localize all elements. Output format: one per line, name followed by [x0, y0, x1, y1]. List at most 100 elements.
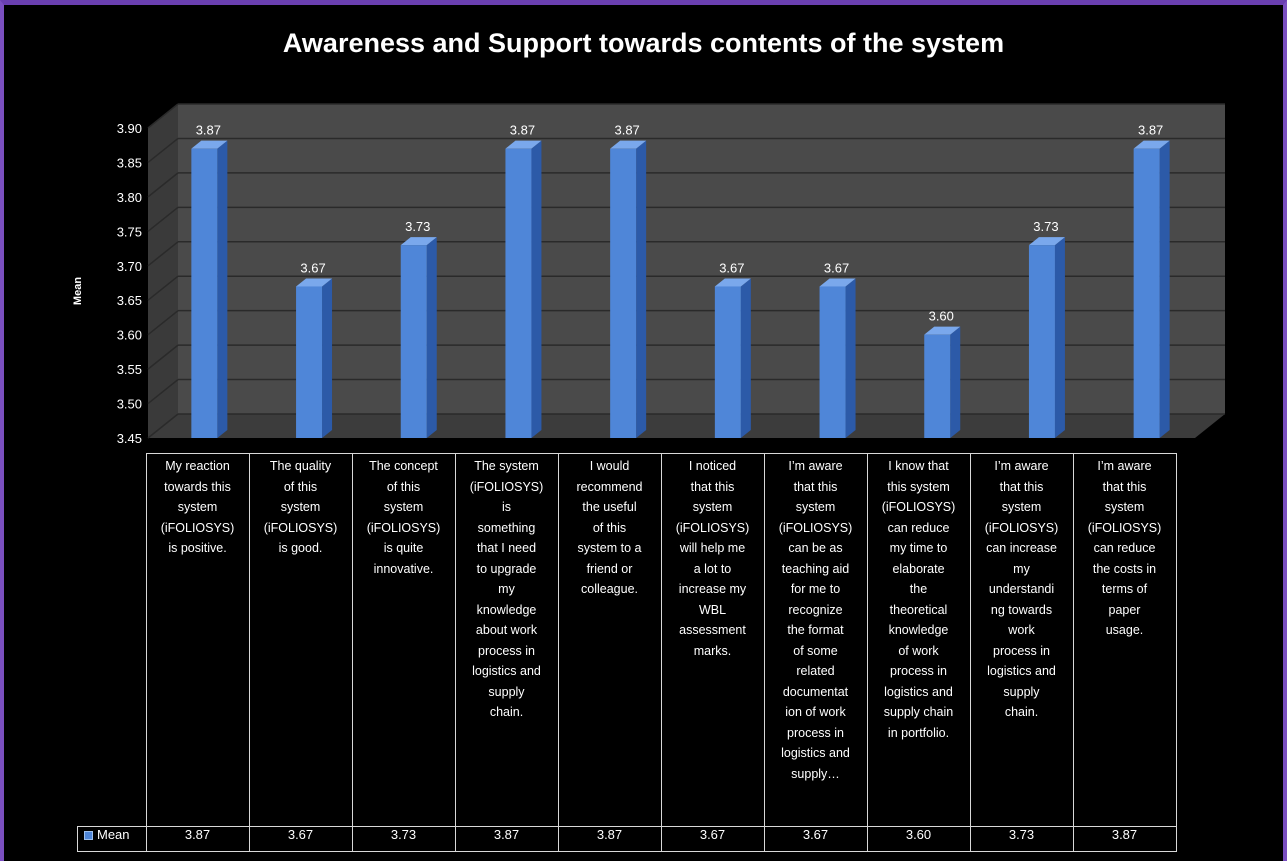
category-label-line: friend or — [586, 561, 633, 576]
bar-side — [217, 140, 228, 438]
bar-top — [505, 140, 542, 149]
y-tick-label: 3.60 — [117, 328, 142, 343]
category-label-line: for me to — [790, 582, 841, 596]
category-label: I’m aware that this system (iFOLIOSYS) can r… — [1072, 453, 1177, 827]
data-label: 3.87 — [1138, 123, 1163, 138]
chart-title: Awareness and Support towards contents o… — [282, 28, 1005, 58]
category-label-line: the format — [787, 623, 844, 637]
category-label-line: WBL — [698, 602, 727, 617]
gridline-side — [147, 378, 179, 405]
category-label-line: (iFOLIOSYS) — [778, 520, 853, 535]
category-label-line: that this — [1102, 479, 1147, 494]
category-label-line: supply chain — [883, 705, 954, 719]
category-label-line: will help me — [679, 541, 746, 555]
category-label: I’m aware that this system (iFOLIOSYS) can b… — [763, 453, 868, 827]
table-value: 3.67 — [248, 826, 353, 852]
gridline-side — [147, 413, 179, 439]
bar-top — [1133, 140, 1170, 149]
gridline-side — [147, 344, 179, 370]
category-label-line: colleague. — [581, 582, 638, 596]
category-label-line: (iFOLIOSYS) — [1087, 520, 1162, 535]
category-label-line: of work — [898, 643, 939, 658]
category-label-line: (iFOLIOSYS) — [984, 520, 1059, 535]
category-label: The system (iFOLIOSYS) is something that I n… — [454, 453, 559, 827]
table-corner — [77, 453, 147, 827]
gridline-side — [147, 241, 179, 267]
category-label-line: something — [477, 520, 536, 535]
category-label-line: terms of — [1101, 582, 1148, 596]
category-label-line: I’m aware — [788, 459, 843, 473]
value-row: Mean 3.87 3.67 3.73 3.87 3.87 3.67 3.67 3.60 3.7… — [77, 826, 1177, 852]
category-label-line: is — [501, 500, 512, 514]
category-label-line: knowledge — [476, 602, 537, 617]
category-label-line: The system — [474, 459, 539, 473]
bar-top — [610, 140, 647, 149]
y-tick-label: 3.80 — [117, 190, 142, 205]
bar-top — [400, 237, 437, 246]
category-label-line: elaborate — [892, 561, 945, 576]
category-label-line: ng towards — [990, 602, 1053, 617]
category-label: I know that this system (iFOLIOSYS) can red… — [866, 453, 971, 827]
category-label-line: towards this — [164, 479, 231, 494]
category-label-line: about work — [475, 623, 538, 637]
category-label-line: that this — [999, 479, 1044, 494]
category-label-line: this system — [887, 479, 950, 494]
category-label-line: can reduce — [887, 520, 950, 535]
category-label-line: can increase — [986, 541, 1057, 555]
table-value: 3.73 — [351, 826, 456, 852]
category-label-line: innovative. — [373, 561, 434, 576]
category-label-line: logistics and — [781, 746, 850, 760]
category-label-line: supply — [1003, 684, 1040, 699]
category-label-line: marks. — [693, 643, 732, 658]
bar-side — [531, 140, 542, 438]
category-label-line: the useful — [582, 500, 637, 514]
gridline-side — [147, 310, 179, 336]
category-label-line: The quality — [269, 459, 332, 473]
category-label-line: system — [692, 500, 733, 514]
bar-side — [950, 326, 961, 438]
bar — [714, 286, 741, 438]
category-label-line: I’m aware — [994, 459, 1049, 473]
y-axis-label: Mean — [72, 276, 85, 306]
data-label: 3.87 — [196, 123, 221, 138]
category-label-line: recommend — [576, 479, 643, 494]
category-row: My reaction towards this system (iFOLIOSYS)… — [77, 453, 1177, 827]
legend-label: Mean — [97, 827, 130, 842]
category-label-line: work — [1008, 623, 1035, 637]
category-label-line: of this — [592, 520, 627, 535]
bar — [296, 286, 323, 438]
category-label-line: (iFOLIOSYS) — [366, 520, 441, 535]
category-label-line: teaching aid — [781, 561, 850, 576]
category-label-line: supply — [488, 684, 525, 699]
category-label-line: of this — [386, 479, 421, 494]
category-label-line: theoretical — [889, 602, 948, 617]
category-label-line: understandi — [988, 582, 1055, 596]
y-tick-label: 3.50 — [117, 397, 142, 412]
category-label-line: system — [1001, 500, 1042, 514]
category-label-line: process in — [787, 725, 844, 740]
bar-top — [819, 278, 856, 287]
y-tick-label: 3.45 — [117, 431, 142, 446]
category-label-line: ion of work — [785, 705, 846, 719]
bar — [1133, 148, 1160, 438]
category-label-line: is positive. — [168, 541, 227, 555]
bar-side — [426, 237, 437, 438]
gridline-side — [147, 103, 179, 129]
bar — [924, 334, 951, 438]
bar-top — [924, 326, 961, 335]
table-value: 3.67 — [763, 826, 868, 852]
data-label: 3.87 — [614, 123, 639, 138]
category-label-line: my — [498, 582, 515, 596]
category-label-line: paper — [1108, 602, 1141, 617]
category-label-line: process in — [993, 643, 1050, 658]
bar-side — [1159, 140, 1170, 438]
category-label-line: My reaction — [165, 459, 230, 473]
category-label-line: increase my — [678, 582, 747, 596]
category-label: I noticed that this system (iFOLIOSYS) will … — [660, 453, 765, 827]
plot-side-wall — [148, 104, 178, 438]
category-label-line: logistics and — [472, 664, 541, 678]
table-value: 3.67 — [660, 826, 765, 852]
category-label-line: system — [280, 500, 321, 514]
category-label-line: supply… — [791, 766, 840, 781]
table-value: 3.87 — [1072, 826, 1177, 852]
